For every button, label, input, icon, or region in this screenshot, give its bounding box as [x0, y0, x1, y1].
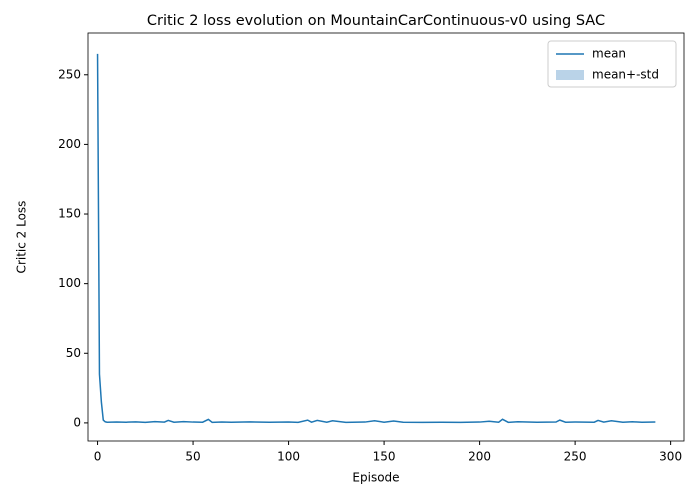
y-tick-label: 100: [58, 276, 81, 290]
y-tick-label: 150: [58, 207, 81, 221]
x-tick-label: 300: [659, 450, 682, 464]
y-axis-label: Critic 2 Loss: [15, 201, 29, 274]
legend-label: mean: [592, 47, 626, 61]
x-tick-label: 100: [277, 450, 300, 464]
y-tick-label: 0: [73, 415, 81, 429]
x-tick-label: 250: [564, 450, 587, 464]
x-tick-label: 0: [94, 450, 102, 464]
x-axis-label: Episode: [352, 471, 399, 485]
x-tick-label: 200: [468, 450, 491, 464]
x-tick-label: 50: [185, 450, 200, 464]
y-tick-label: 200: [58, 137, 81, 151]
legend-label: mean+-std: [592, 68, 659, 82]
y-tick-label: 50: [66, 346, 81, 360]
x-tick-label: 150: [373, 450, 396, 464]
y-tick-label: 250: [58, 67, 81, 81]
chart-title: Critic 2 loss evolution on MountainCarCo…: [147, 13, 605, 29]
plot-frame: [87, 32, 685, 442]
mean-line: [96, 53, 656, 424]
legend-swatch: [556, 70, 584, 80]
